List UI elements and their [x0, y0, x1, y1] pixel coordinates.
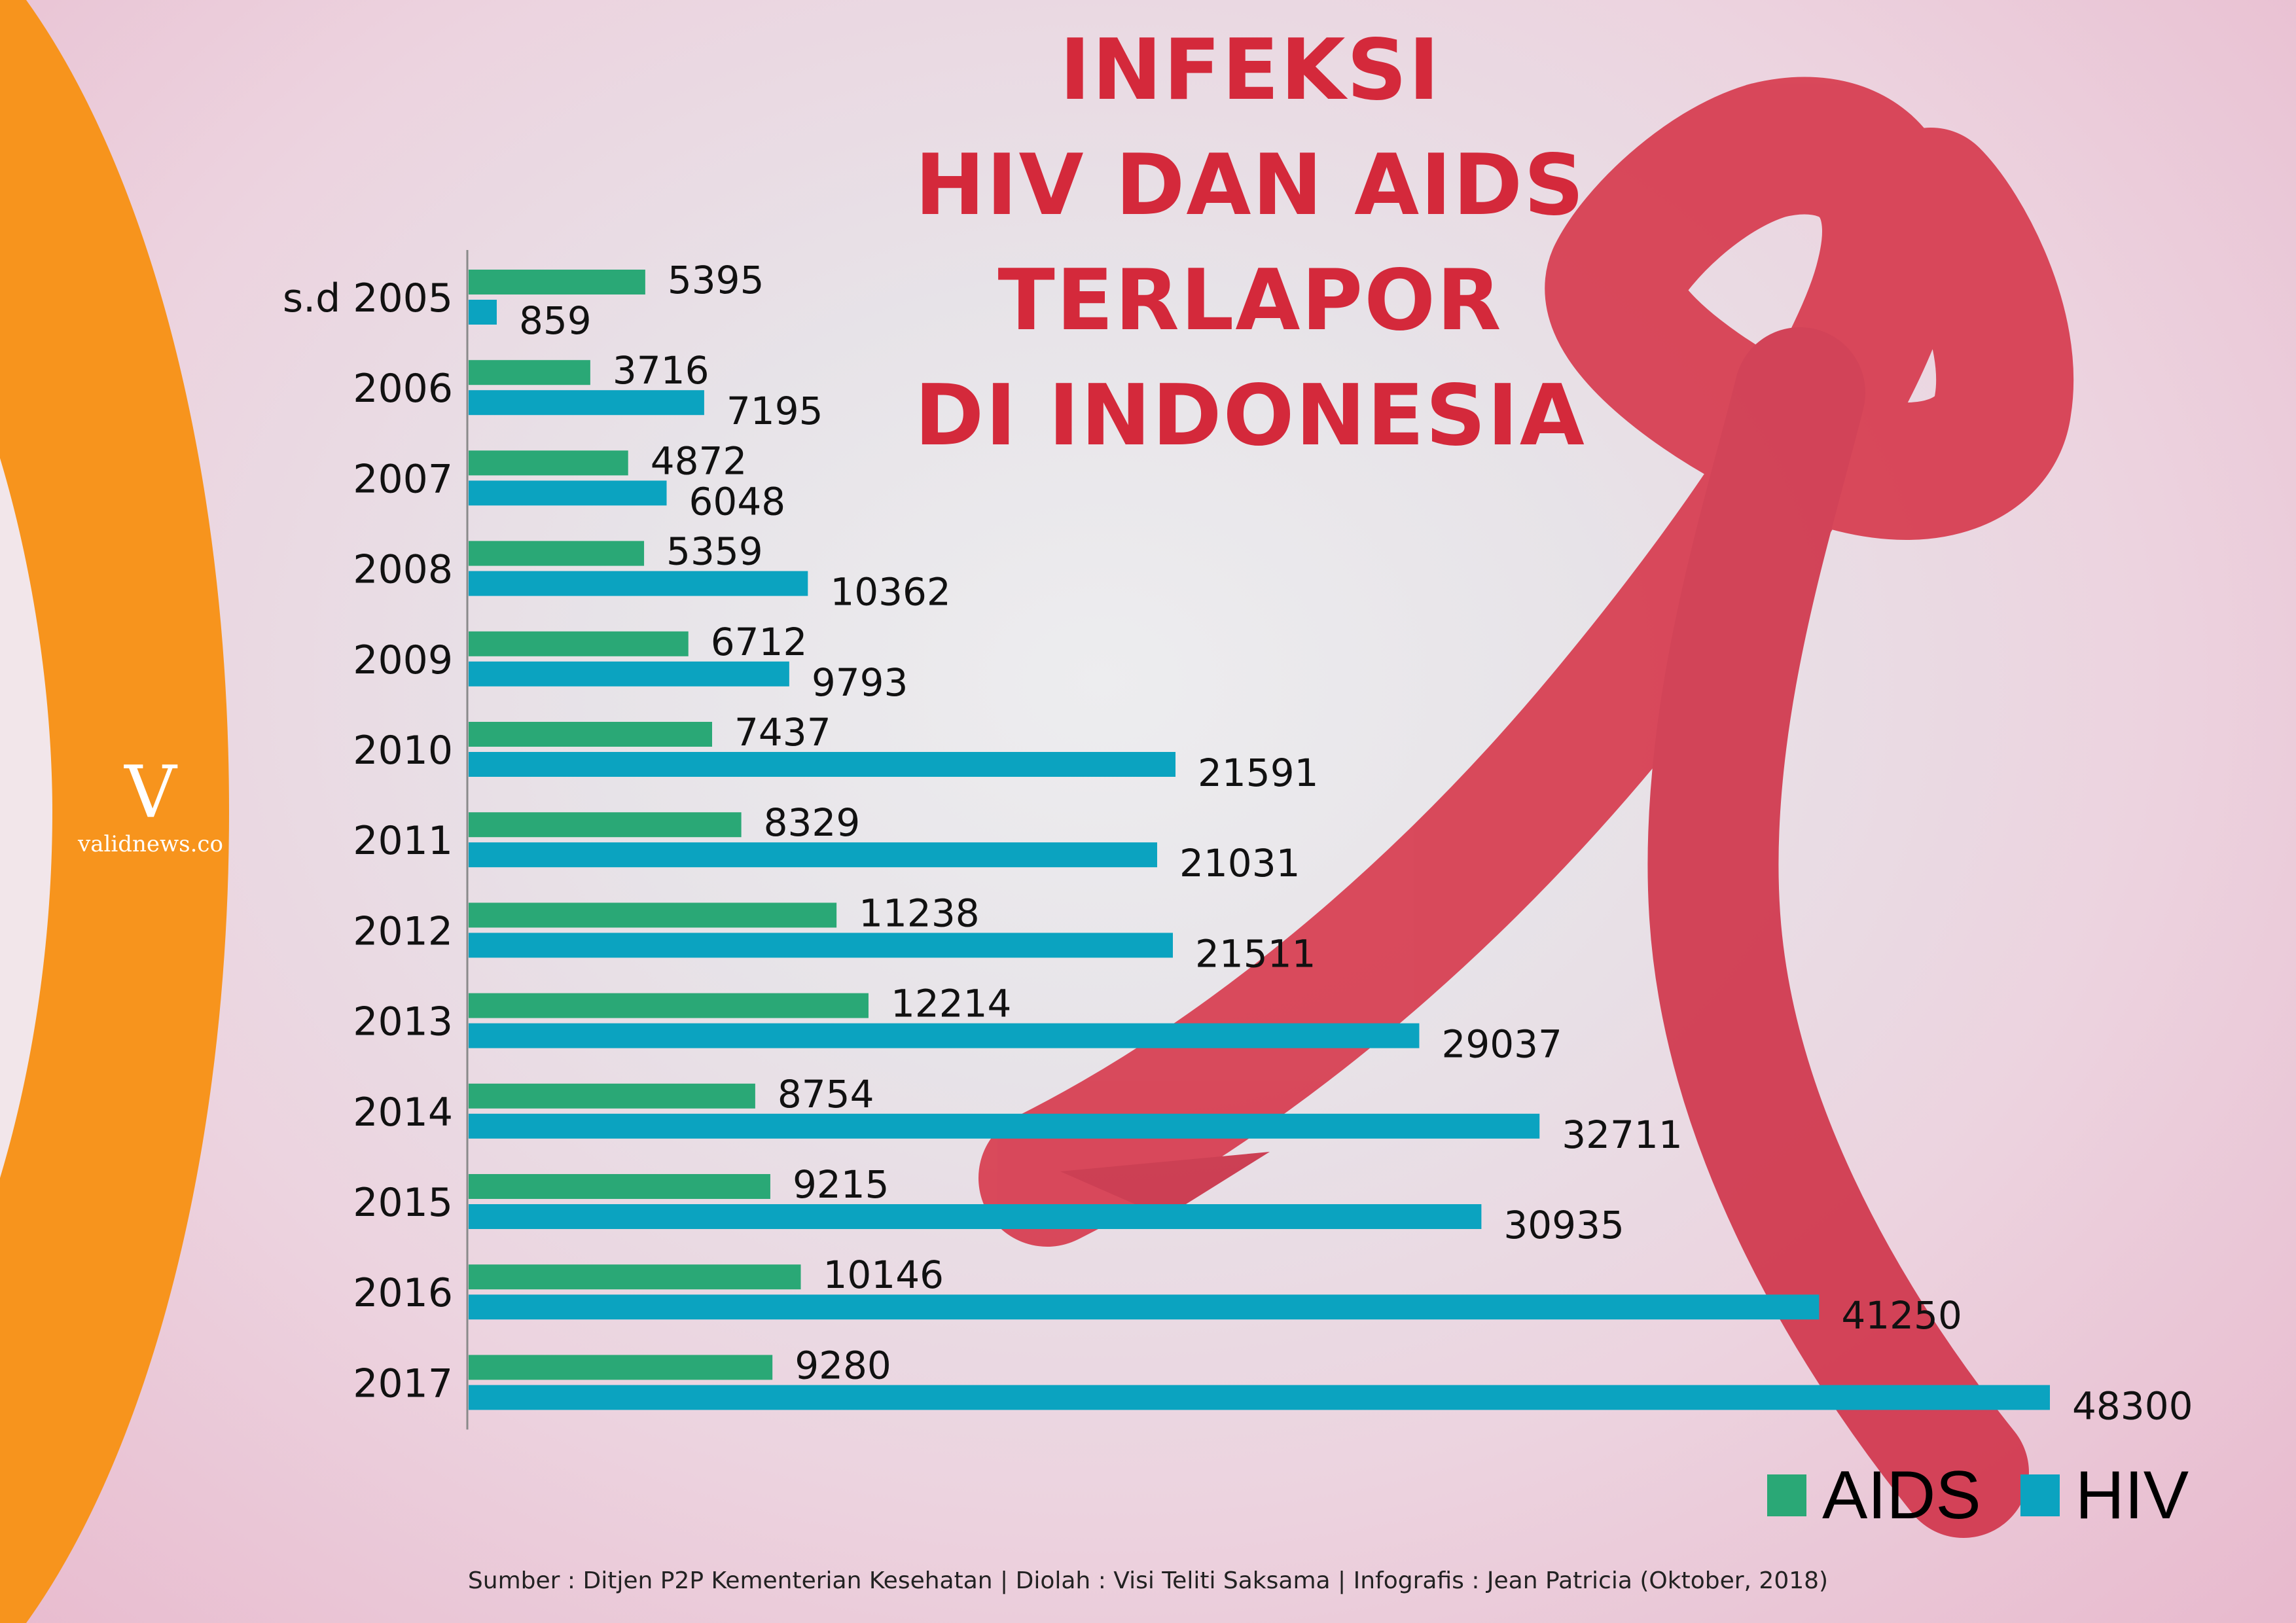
chart-legend: AIDS HIV [1767, 1456, 2228, 1535]
title-line-3: TERLAPOR [997, 252, 1503, 349]
source-footer: Sumber : Ditjen P2P Kementerian Kesehata… [467, 1567, 1829, 1594]
category-label: 2010 [353, 728, 453, 774]
validnews-logo[interactable]: V validnews.co [72, 753, 229, 857]
category-label: 2013 [353, 999, 453, 1045]
legend-swatch-aids [1767, 1474, 1806, 1516]
bar-hiv [469, 300, 497, 325]
value-label-hiv: 10362 [830, 570, 951, 615]
value-label-hiv: 29037 [1441, 1022, 1562, 1067]
category-label: 2008 [353, 547, 453, 593]
value-label-hiv: 32711 [1562, 1113, 1683, 1157]
logo-mark: V [124, 750, 177, 834]
bar-hiv [469, 390, 704, 416]
bar-hiv [469, 1113, 1540, 1139]
category-label: 2007 [353, 456, 453, 502]
value-label-aids: 11238 [859, 891, 980, 935]
category-label: s.d 2005 [283, 276, 453, 321]
bar-aids [469, 902, 837, 928]
bar-aids [469, 1083, 755, 1109]
value-label-hiv: 859 [519, 298, 592, 343]
bar-aids [469, 993, 869, 1018]
bar-aids [469, 450, 628, 476]
bar-hiv [469, 842, 1157, 868]
category-label: 2012 [353, 908, 453, 954]
value-label-aids: 6712 [711, 620, 808, 664]
bar-aids [469, 812, 742, 838]
bar-hiv [469, 480, 667, 506]
value-label-aids: 5395 [668, 258, 764, 302]
value-label-hiv: 48300 [2072, 1383, 2193, 1428]
value-label-aids: 9215 [793, 1162, 889, 1207]
bar-aids [469, 1174, 770, 1199]
bar-aids [469, 1264, 801, 1290]
logo-text: validnews.co [78, 831, 223, 857]
value-label-hiv: 21511 [1195, 931, 1316, 976]
bar-aids [469, 270, 645, 294]
legend-swatch-hiv [2020, 1474, 2060, 1516]
category-label: 2011 [353, 818, 453, 864]
legend-label-aids: AIDS [1822, 1457, 1981, 1533]
category-label: 2009 [353, 637, 453, 683]
value-label-hiv: 9793 [812, 660, 908, 705]
category-label: 2017 [353, 1361, 453, 1406]
value-label-hiv: 6048 [689, 479, 786, 524]
infographic-title: INFEKSI HIV DAN AIDS TERLAPOR DI INDONES… [864, 13, 1636, 474]
value-label-aids: 8329 [764, 800, 861, 845]
bar-aids [469, 1355, 773, 1380]
category-label: 2014 [353, 1090, 453, 1135]
value-label-aids: 3716 [613, 348, 709, 393]
value-label-hiv: 30935 [1503, 1203, 1624, 1247]
legend-item-hiv: HIV [2020, 1457, 2189, 1535]
value-label-hiv: 21591 [1198, 751, 1319, 795]
value-label-hiv: 7195 [726, 389, 823, 433]
value-label-aids: 7437 [734, 710, 831, 755]
category-label: 2015 [353, 1180, 453, 1226]
category-label: 2016 [353, 1270, 453, 1316]
bar-hiv [469, 752, 1175, 777]
bar-aids [469, 631, 689, 656]
value-label-aids: 8754 [778, 1072, 874, 1116]
bar-aids [469, 541, 645, 566]
orange-arc-decoration [0, 0, 229, 1623]
bar-hiv [469, 571, 808, 596]
bar-hiv [469, 933, 1173, 958]
legend-item-aids: AIDS [1767, 1457, 1981, 1535]
value-label-aids: 12214 [891, 982, 1012, 1026]
legend-label-hiv: HIV [2075, 1457, 2189, 1533]
bar-hiv [469, 1385, 2050, 1410]
bar-hiv [469, 1204, 1482, 1229]
value-label-aids: 10146 [823, 1253, 944, 1297]
bar-aids [469, 360, 590, 385]
title-line-2: HIV DAN AIDS [914, 137, 1586, 234]
value-label-aids: 4872 [651, 438, 747, 483]
value-label-hiv: 41250 [1841, 1293, 1962, 1338]
category-label: 2006 [353, 366, 453, 412]
value-label-aids: 5359 [666, 529, 763, 574]
title-line-1: INFEKSI [1059, 22, 1441, 119]
value-label-aids: 9280 [795, 1343, 891, 1387]
bar-hiv [469, 1294, 1820, 1320]
bar-hiv [469, 661, 789, 687]
value-label-hiv: 21031 [1179, 841, 1300, 885]
bar-aids [469, 722, 713, 747]
bar-hiv [469, 1023, 1420, 1048]
title-line-4: DI INDONESIA [914, 367, 1586, 465]
